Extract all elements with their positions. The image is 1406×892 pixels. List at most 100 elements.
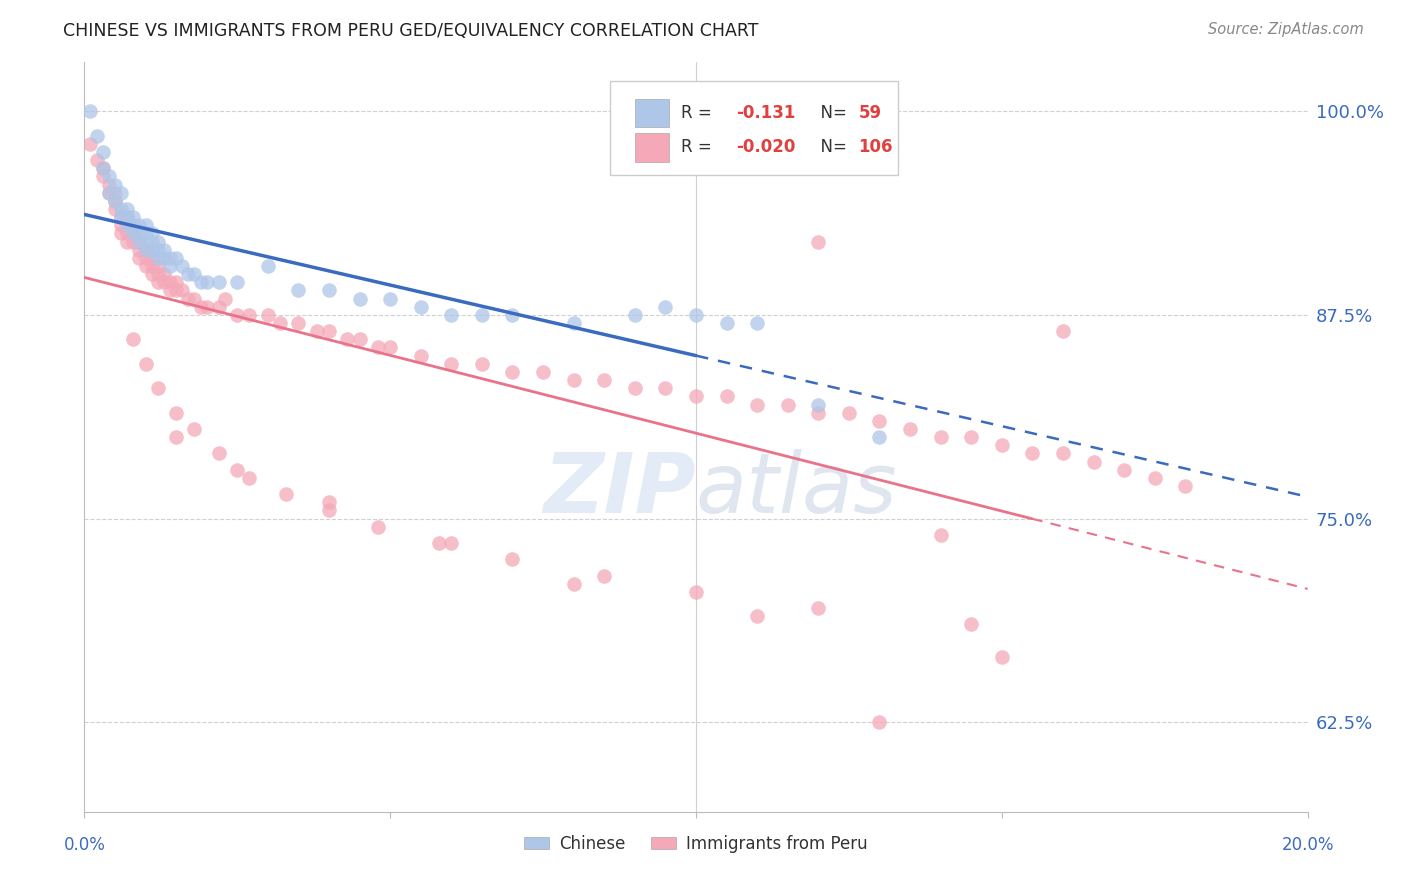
Point (440, 357, 463, 371)
Point (104, 178, 127, 192)
Point (208, 276, 231, 290)
Point (146, 235, 169, 249)
Point (135, 235, 157, 249)
Point (257, 308, 280, 322)
Point (135, 219, 157, 233)
Point (128, 235, 150, 249)
Point (318, 284, 340, 298)
Point (141, 235, 163, 249)
Point (318, 324, 340, 338)
Point (1021, 446, 1043, 460)
Text: N=: N= (810, 138, 858, 156)
Point (122, 227, 145, 241)
Point (110, 210, 132, 224)
Point (79, 136, 101, 151)
Point (141, 227, 163, 241)
Point (960, 430, 983, 444)
Point (1083, 454, 1105, 468)
Point (183, 292, 205, 306)
Point (159, 284, 181, 298)
Point (380, 341, 402, 355)
Point (91, 169, 114, 184)
Point (562, 373, 585, 387)
Point (685, 389, 707, 403)
Point (898, 422, 921, 436)
Point (226, 276, 249, 290)
Point (128, 251, 150, 265)
Point (440, 536, 463, 550)
Point (104, 194, 127, 208)
Point (115, 202, 138, 216)
Point (1052, 446, 1074, 460)
Point (104, 194, 127, 208)
Point (146, 259, 169, 273)
Point (214, 292, 236, 306)
Point (929, 430, 952, 444)
Point (807, 406, 830, 420)
Point (128, 227, 150, 241)
Point (110, 227, 132, 241)
Point (135, 259, 157, 273)
Point (172, 259, 194, 273)
Point (110, 210, 132, 224)
Point (153, 243, 176, 257)
Point (502, 308, 524, 322)
Point (349, 332, 371, 346)
Point (115, 210, 138, 224)
Point (269, 316, 291, 330)
Point (159, 259, 181, 273)
Point (153, 276, 176, 290)
Point (747, 609, 769, 624)
Point (869, 715, 891, 730)
Point (807, 397, 830, 411)
Point (110, 202, 132, 216)
Point (991, 438, 1014, 452)
Point (195, 276, 218, 290)
Point (226, 463, 249, 477)
Point (654, 381, 676, 395)
Point (141, 259, 163, 273)
Point (654, 300, 676, 314)
Point (141, 267, 163, 281)
Point (146, 243, 169, 257)
Point (367, 341, 389, 355)
Point (593, 373, 616, 387)
Point (349, 292, 371, 306)
Point (409, 300, 432, 314)
Point (104, 186, 127, 200)
Point (1052, 324, 1074, 338)
Point (471, 308, 494, 322)
Point (195, 300, 218, 314)
Point (562, 316, 585, 330)
Point (183, 267, 205, 281)
Point (838, 406, 860, 420)
Point (122, 235, 145, 249)
Point (146, 251, 169, 265)
Text: R =: R = (682, 104, 723, 122)
Point (1174, 479, 1197, 493)
Y-axis label: GED/Equivalency: GED/Equivalency (0, 366, 8, 508)
Point (1143, 471, 1166, 485)
Point (141, 251, 163, 265)
Point (115, 210, 138, 224)
Point (79, 104, 101, 119)
Point (115, 219, 138, 233)
Point (135, 251, 157, 265)
Text: 106: 106 (859, 138, 893, 156)
Text: R =: R = (682, 138, 723, 156)
Point (747, 397, 769, 411)
Text: atlas: atlas (696, 449, 897, 530)
Point (502, 365, 524, 379)
Point (177, 267, 200, 281)
Point (287, 316, 309, 330)
Point (153, 251, 176, 265)
Text: -0.020: -0.020 (737, 138, 796, 156)
Point (172, 284, 194, 298)
Point (146, 276, 169, 290)
Point (122, 210, 145, 224)
Point (135, 243, 157, 257)
Point (276, 487, 298, 501)
Point (238, 308, 260, 322)
Point (208, 446, 231, 460)
Point (97, 186, 120, 200)
